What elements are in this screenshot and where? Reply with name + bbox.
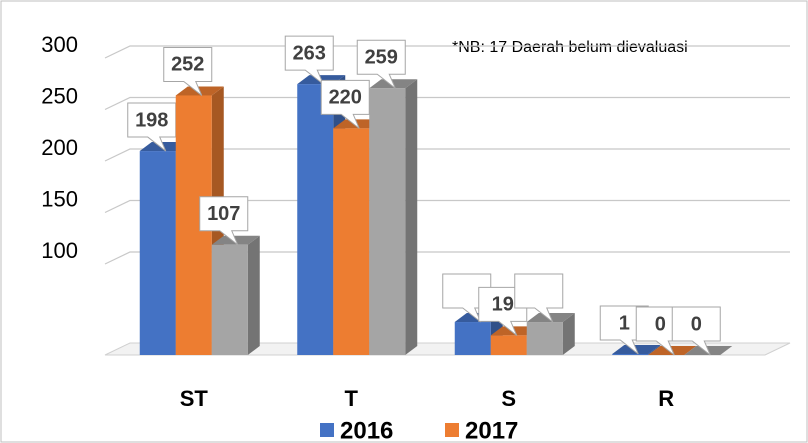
y-tick-label: 100 xyxy=(41,238,78,263)
legend-label: 2016 xyxy=(340,417,393,443)
callout xyxy=(356,39,406,89)
grid-line xyxy=(104,148,790,162)
value-label: 198 xyxy=(135,109,168,131)
callout xyxy=(442,273,492,323)
bar xyxy=(139,151,176,355)
bar-side xyxy=(562,313,575,355)
grid-line xyxy=(104,45,790,59)
value-label: 263 xyxy=(293,42,326,64)
bar-side xyxy=(405,79,418,355)
bar xyxy=(297,84,334,356)
bar-side xyxy=(247,235,260,355)
annotation: *NB: 17 Daerah belum dievaluasi xyxy=(452,39,688,56)
value-label: 252 xyxy=(171,54,204,76)
legend-swatch xyxy=(445,423,459,437)
bar xyxy=(211,244,248,355)
callout xyxy=(284,35,334,85)
value-label: 220 xyxy=(329,87,362,109)
y-tick-label: 250 xyxy=(41,83,78,108)
value-label: 259 xyxy=(365,47,398,69)
callout xyxy=(163,46,213,96)
bar xyxy=(612,353,649,355)
x-tick-label: T xyxy=(345,386,359,411)
bar xyxy=(369,88,406,355)
bar xyxy=(454,322,491,355)
callout xyxy=(320,79,370,129)
value-label: 1 xyxy=(619,312,630,334)
callout xyxy=(199,196,249,246)
value-label: 0 xyxy=(655,313,666,335)
bar xyxy=(526,322,563,355)
value-label: 0 xyxy=(691,313,702,335)
legend-swatch xyxy=(320,423,334,437)
grid-line xyxy=(104,251,790,265)
y-tick-label: 300 xyxy=(41,32,78,57)
callout xyxy=(514,273,564,323)
x-tick-label: S xyxy=(501,386,516,411)
legend-label: 2017 xyxy=(465,417,518,443)
y-tick-label: 200 xyxy=(41,135,78,160)
x-tick-label: R xyxy=(658,386,674,411)
grid-line xyxy=(104,199,790,214)
value-label: 107 xyxy=(207,203,240,225)
bar xyxy=(333,128,370,355)
y-tick-label: 150 xyxy=(41,186,78,211)
bar xyxy=(490,335,527,355)
x-tick-label: ST xyxy=(180,386,209,411)
value-label: 19 xyxy=(492,294,514,316)
grid-line xyxy=(104,96,790,111)
callout xyxy=(671,306,721,356)
bar-side xyxy=(648,344,661,355)
